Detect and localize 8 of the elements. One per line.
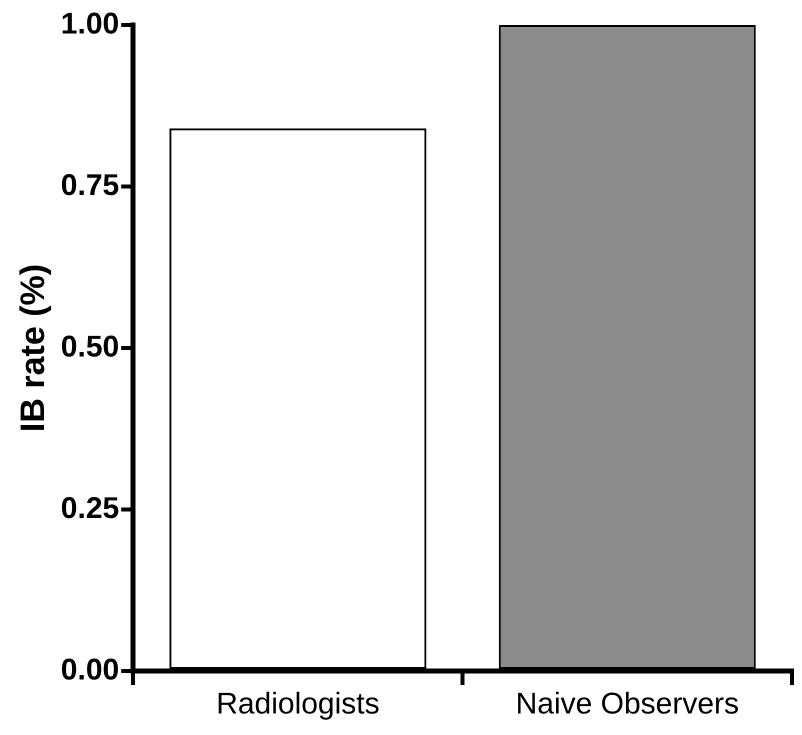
y-tick-label: 0.25 <box>60 492 120 525</box>
y-tick-label: 0.50 <box>60 330 120 364</box>
y-tick-label: 0.75 <box>60 168 120 202</box>
y-axis-title: IB rate (%) <box>14 264 52 432</box>
x-tick-label: Naive Observers <box>516 687 739 720</box>
x-tick-label: Radiologists <box>216 687 380 720</box>
y-tick-label: 1.00 <box>60 7 120 40</box>
y-tick-label: 0.00 <box>60 653 120 686</box>
